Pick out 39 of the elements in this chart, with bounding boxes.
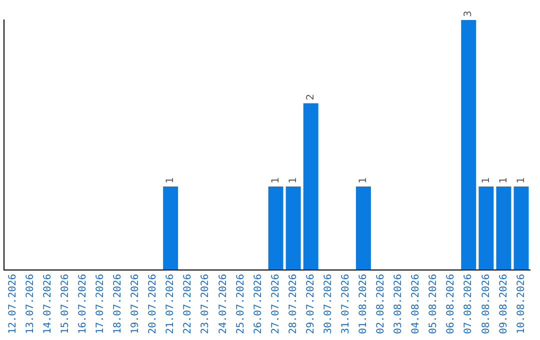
x-tick-label: 12.07.2026: [7, 274, 18, 334]
x-tick-label: 05.08.2026: [428, 274, 440, 334]
x-tick-label: 26.07.2026: [252, 274, 264, 334]
data-label: 1: [288, 177, 299, 184]
x-tick-label: 17.07.2026: [95, 274, 106, 334]
data-label: 1: [358, 177, 370, 184]
x-tick-label: 07.08.2026: [463, 274, 474, 334]
data-label: 1: [270, 177, 282, 184]
x-tick-label: 19.07.2026: [130, 274, 142, 334]
x-tick-label: 29.07.2026: [305, 274, 316, 334]
x-tick-label: 02.08.2026: [376, 274, 387, 334]
x-tick-label: 15.07.2026: [60, 274, 71, 334]
x-tick-label: 30.07.2026: [322, 274, 334, 334]
x-tick-label: 27.07.2026: [270, 274, 282, 334]
x-tick-label: 28.07.2026: [288, 274, 299, 334]
x-tick-label: 04.08.2026: [410, 274, 422, 334]
x-tick-label: 06.08.2026: [446, 274, 457, 334]
data-label: 1: [480, 177, 492, 184]
x-tick-label: 20.07.2026: [148, 274, 159, 334]
x-tick-label: 23.07.2026: [200, 274, 212, 334]
data-label: 1: [498, 177, 510, 184]
data-label: 1: [516, 177, 527, 184]
x-tick-label: 08.08.2026: [480, 274, 492, 334]
x-tick-label: 14.07.2026: [42, 274, 54, 334]
x-tick-label: 09.08.2026: [498, 274, 510, 334]
x-tick-label: 16.07.2026: [77, 274, 88, 334]
x-tick-label: 22.07.2026: [182, 274, 194, 334]
data-label: 1: [165, 177, 176, 184]
x-tick-label: 18.07.2026: [112, 274, 124, 334]
x-tick-label: 03.08.2026: [393, 274, 404, 334]
x-tick-label: 13.07.2026: [24, 274, 36, 334]
x-tick-label: 01.08.2026: [358, 274, 370, 334]
x-tick-label: 25.07.2026: [235, 274, 246, 334]
x-tick-label: 21.07.2026: [165, 274, 176, 334]
data-label: 3: [463, 10, 474, 17]
data-label: 2: [305, 94, 316, 100]
x-tick-label: 31.07.2026: [340, 274, 352, 334]
x-tick-label: 10.08.2026: [516, 274, 527, 334]
x-tick-label: 24.07.2026: [218, 274, 229, 334]
